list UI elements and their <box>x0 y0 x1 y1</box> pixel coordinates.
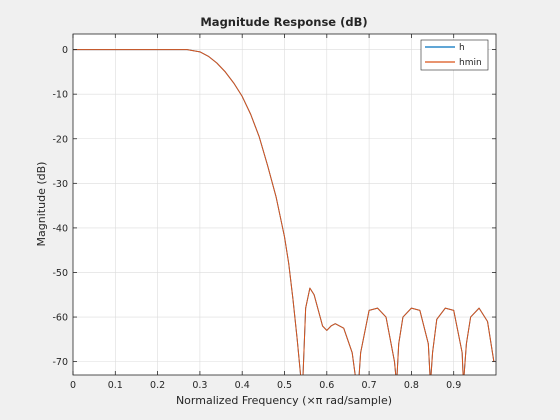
x-tick-label: 0.7 <box>362 380 377 391</box>
x-axis-ticks: 0 0.1 0.2 0.3 0.4 0.5 0.6 0.7 0.8 0.9 <box>70 34 461 391</box>
y-tick-label: -30 <box>52 179 68 190</box>
x-tick-label: 0.9 <box>446 380 461 391</box>
series-lines <box>73 49 495 375</box>
x-tick-label: 0.4 <box>235 380 250 391</box>
x-tick-label: 0.6 <box>319 380 334 391</box>
y-tick-label: -40 <box>52 223 68 234</box>
legend-label-h: h <box>459 43 465 53</box>
y-tick-label: -20 <box>52 134 68 145</box>
series-line-hmin <box>73 49 495 375</box>
x-tick-label: 0.1 <box>108 380 123 391</box>
x-tick-label: 0 <box>70 380 76 391</box>
y-tick-label: 0 <box>62 45 68 56</box>
y-axis-ticks: 0 -10 -20 -30 -40 -50 -60 -70 <box>52 45 496 368</box>
chart-title: Magnitude Response (dB) <box>200 15 367 29</box>
y-tick-label: -70 <box>52 357 68 368</box>
legend: h hmin <box>420 39 489 71</box>
y-tick-label: -50 <box>52 268 68 279</box>
x-tick-label: 0.5 <box>277 380 292 391</box>
x-tick-label: 0.8 <box>404 380 419 391</box>
y-tick-label: -60 <box>52 313 68 324</box>
legend-box <box>420 39 489 71</box>
x-axis-label: Normalized Frequency (×π rad/sample) <box>176 394 392 407</box>
x-tick-label: 0.2 <box>150 380 165 391</box>
x-tick-label: 0.3 <box>192 380 207 391</box>
legend-label-hmin: hmin <box>459 58 482 68</box>
y-tick-label: -10 <box>52 90 68 101</box>
y-axis-label: Magnitude (dB) <box>35 162 48 247</box>
